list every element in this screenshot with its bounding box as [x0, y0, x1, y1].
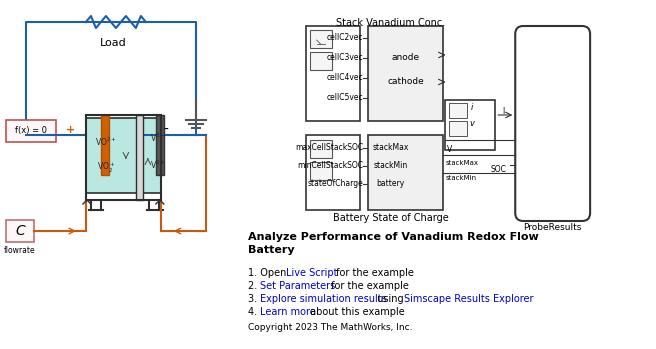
FancyBboxPatch shape — [515, 26, 590, 221]
Bar — [86, 118, 161, 193]
Text: Copyright 2023 The MathWorks, Inc.: Copyright 2023 The MathWorks, Inc. — [248, 323, 412, 332]
Text: V: V — [447, 146, 453, 155]
Text: Live Script: Live Script — [285, 268, 337, 278]
Text: stackMax: stackMax — [372, 143, 409, 153]
Bar — [369, 135, 443, 210]
Text: Analyze Performance of Vanadium Redox Flow
Battery: Analyze Performance of Vanadium Redox Fl… — [248, 232, 539, 255]
Text: for the example: for the example — [327, 281, 409, 291]
Text: i: i — [471, 104, 474, 112]
Text: cellC2vec: cellC2vec — [327, 34, 363, 43]
Bar — [310, 162, 331, 180]
Text: f(x) = 0: f(x) = 0 — [15, 126, 47, 135]
Bar — [306, 135, 361, 210]
Text: SOC: SOC — [490, 165, 506, 174]
Text: +: + — [66, 125, 75, 135]
Bar — [310, 30, 331, 48]
Bar — [136, 115, 143, 200]
Text: stackMax: stackMax — [445, 160, 478, 166]
Text: anode: anode — [392, 53, 419, 62]
Text: cellC4vec: cellC4vec — [327, 74, 363, 82]
Text: about this example: about this example — [306, 307, 404, 317]
Text: stackMin: stackMin — [373, 162, 407, 171]
Text: cellC5vec: cellC5vec — [327, 94, 363, 103]
Text: cathode: cathode — [387, 77, 424, 87]
Bar — [101, 115, 109, 175]
Bar — [6, 120, 56, 142]
Text: Set Parameters: Set Parameters — [260, 281, 335, 291]
Text: for the example: for the example — [333, 268, 413, 278]
Text: battery: battery — [377, 179, 405, 188]
Text: v: v — [470, 119, 475, 128]
Text: VO$^{2+}$: VO$^{2+}$ — [95, 136, 117, 148]
Bar — [86, 115, 161, 200]
Text: 3.: 3. — [248, 294, 260, 304]
Circle shape — [453, 124, 463, 134]
Circle shape — [453, 106, 463, 116]
Text: stackMin: stackMin — [445, 175, 476, 181]
Bar — [369, 26, 443, 121]
Text: 2.: 2. — [248, 281, 260, 291]
Text: V$^{3-}$: V$^{3-}$ — [150, 132, 166, 144]
Bar — [445, 100, 495, 150]
Text: Load: Load — [100, 38, 126, 48]
Bar — [449, 121, 467, 136]
Text: minCellStackSOC: minCellStackSOC — [297, 162, 363, 171]
Circle shape — [315, 165, 327, 177]
Text: -: - — [163, 123, 168, 137]
Text: Learn more: Learn more — [260, 307, 316, 317]
Bar — [310, 140, 331, 158]
Text: maxCellStackSOC: maxCellStackSOC — [295, 143, 363, 153]
Text: ProbeResults: ProbeResults — [523, 223, 581, 232]
Bar — [449, 103, 467, 118]
Text: Explore simulation results: Explore simulation results — [260, 294, 386, 304]
Bar — [6, 220, 34, 242]
Circle shape — [314, 32, 327, 46]
Text: flowrate: flowrate — [4, 246, 36, 255]
Text: cellC3vec: cellC3vec — [327, 53, 363, 62]
Bar — [156, 115, 164, 175]
Text: C: C — [15, 224, 25, 238]
Text: using: using — [375, 294, 407, 304]
Text: VO$_2^+$: VO$_2^+$ — [96, 161, 115, 175]
Text: Simscape Results Explorer: Simscape Results Explorer — [404, 294, 534, 304]
Text: I: I — [502, 107, 504, 117]
Text: 1. Open: 1. Open — [248, 268, 289, 278]
Text: stateOfCharge: stateOfCharge — [308, 179, 363, 188]
Circle shape — [315, 55, 327, 67]
Text: Stack Vanadium Conc.: Stack Vanadium Conc. — [336, 18, 445, 28]
Text: Battery State of Charge: Battery State of Charge — [333, 213, 448, 223]
Text: V$^{2+}$: V$^{2+}$ — [150, 159, 166, 171]
Circle shape — [315, 143, 327, 155]
Text: 4.: 4. — [248, 307, 260, 317]
Bar — [306, 26, 361, 121]
Bar — [310, 52, 331, 70]
